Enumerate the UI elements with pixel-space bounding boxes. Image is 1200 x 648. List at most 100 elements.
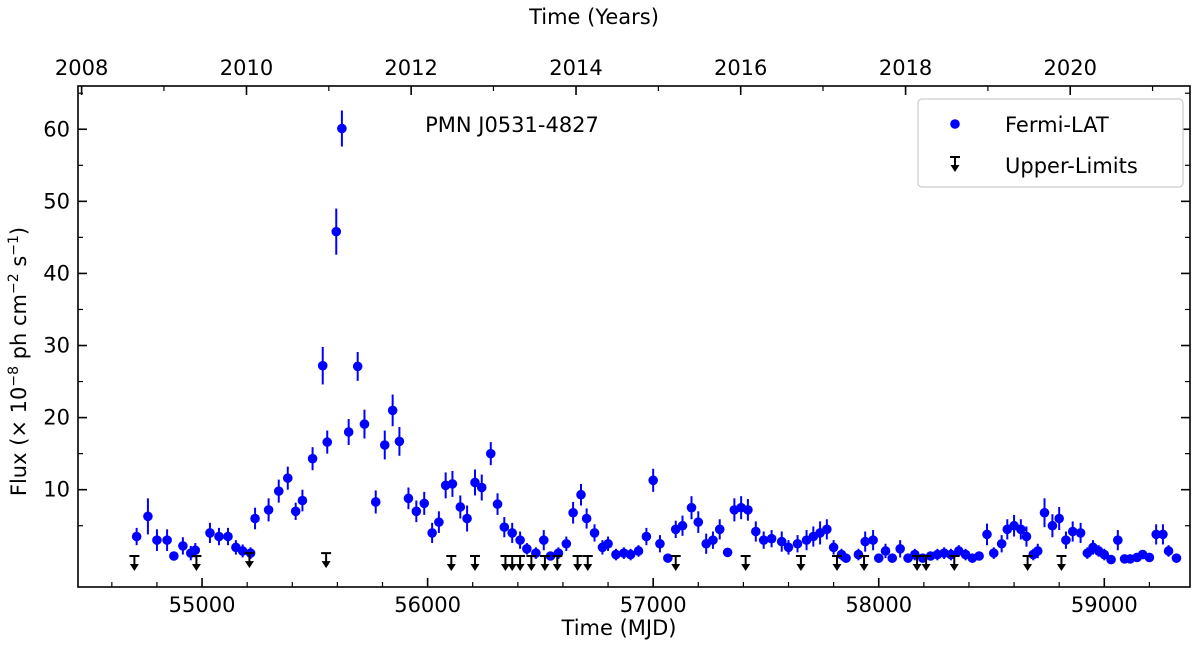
y-tick-label: 60: [43, 117, 70, 141]
data-point: [394, 436, 405, 447]
upper-limit-marker: [244, 552, 255, 569]
top-axis-title: Time (Years): [528, 5, 659, 29]
data-point: [895, 543, 905, 554]
data-point: [648, 475, 658, 486]
data-point: [766, 533, 777, 544]
data-point: [1039, 507, 1050, 518]
upper-limit-head: [526, 564, 536, 572]
upper-limit-marker: [859, 555, 870, 572]
data-point: [708, 535, 718, 545]
data-point: [169, 551, 179, 561]
data-point: [476, 482, 487, 493]
upper-limit-marker: [526, 555, 537, 572]
data-point: [561, 538, 572, 549]
upper-limit-head: [950, 165, 960, 172]
data-point: [758, 535, 769, 545]
data-point: [860, 536, 870, 547]
upper-limit-head: [832, 564, 842, 572]
data-point: [988, 548, 999, 558]
data-point: [545, 551, 556, 561]
upper-limit-marker: [582, 555, 593, 572]
data-point: [352, 361, 363, 372]
data-point: [507, 528, 517, 538]
upper-limit-marker: [321, 552, 332, 569]
data-point: [455, 502, 466, 512]
data-point: [641, 531, 652, 542]
data-point: [419, 498, 430, 509]
data-point: [223, 531, 233, 542]
data-point: [370, 497, 381, 507]
upper-limit-head: [573, 564, 583, 572]
upper-limit-marker: [1056, 555, 1067, 572]
x2-tick-label: 2020: [1044, 56, 1097, 80]
upper-limit-head: [515, 564, 525, 572]
upper-limit-marker: [552, 555, 563, 572]
data-point: [131, 531, 142, 542]
data-point: [743, 505, 753, 515]
x-tick-label: 59000: [1071, 593, 1138, 617]
data-point: [722, 547, 733, 558]
upper-limit-head: [859, 564, 869, 572]
data-point: [331, 226, 342, 237]
upper-limit-head: [129, 564, 139, 572]
y-tick-label: 30: [43, 334, 70, 358]
data-point: [470, 477, 480, 488]
data-point: [1163, 546, 1174, 556]
data-point: [822, 524, 832, 535]
upper-limit-head: [796, 564, 806, 572]
data-point: [714, 524, 725, 535]
upper-limit-marker: [507, 555, 518, 572]
x-tick-label: 55000: [169, 593, 236, 617]
data-point: [887, 553, 898, 563]
legend-label-upper-limits: Upper-Limits: [1005, 154, 1138, 178]
data-point: [1158, 529, 1168, 540]
y-axis-title-part1: Flux (× 10: [7, 387, 31, 497]
upper-limit-head: [191, 564, 201, 572]
data-point: [568, 507, 578, 518]
upper-limit-head: [552, 564, 562, 572]
data-point: [307, 453, 318, 464]
data-point: [297, 495, 308, 506]
data-point: [576, 489, 586, 500]
data-point: [492, 499, 503, 509]
y-axis-title-part3: s: [7, 256, 31, 274]
upper-limit-head: [921, 564, 931, 572]
upper-limit-marker: [515, 555, 526, 572]
data-point: [190, 545, 201, 556]
data-point: [337, 123, 347, 134]
data-point: [853, 549, 864, 560]
data-point: [655, 538, 665, 549]
data-point: [205, 528, 215, 538]
data-point: [751, 526, 761, 537]
y-tick-label: 50: [43, 189, 70, 213]
data-point: [1099, 549, 1110, 560]
data-point: [515, 535, 525, 545]
x2-tick-label: 2010: [220, 56, 273, 80]
upper-limit-head: [949, 564, 959, 572]
data-point: [783, 542, 794, 553]
data-point: [841, 553, 851, 563]
data-point: [250, 513, 260, 524]
data-point: [447, 479, 458, 489]
data-point: [776, 536, 787, 547]
upper-limit-marker: [469, 555, 480, 572]
upper-limit-marker: [740, 555, 751, 572]
data-point: [1144, 552, 1155, 563]
x-tick-label: 57000: [620, 593, 687, 617]
data-point: [499, 522, 510, 532]
legend-marker-upper-limits: [950, 156, 960, 172]
upper-limit-marker: [670, 555, 681, 572]
upper-limit-marker: [572, 555, 583, 572]
data-point: [162, 535, 172, 545]
data-point: [273, 486, 284, 496]
data-point: [343, 427, 354, 437]
upper-limit-marker: [832, 555, 843, 572]
x2-tick-label: 2012: [384, 56, 437, 80]
y-axis-title-exp2: −2: [6, 273, 22, 294]
data-point: [427, 528, 437, 538]
y-tick-label: 10: [43, 478, 70, 502]
data-point: [1032, 546, 1043, 556]
data-point: [214, 531, 224, 542]
data-point: [1016, 524, 1026, 535]
upper-limit-marker: [912, 555, 923, 572]
